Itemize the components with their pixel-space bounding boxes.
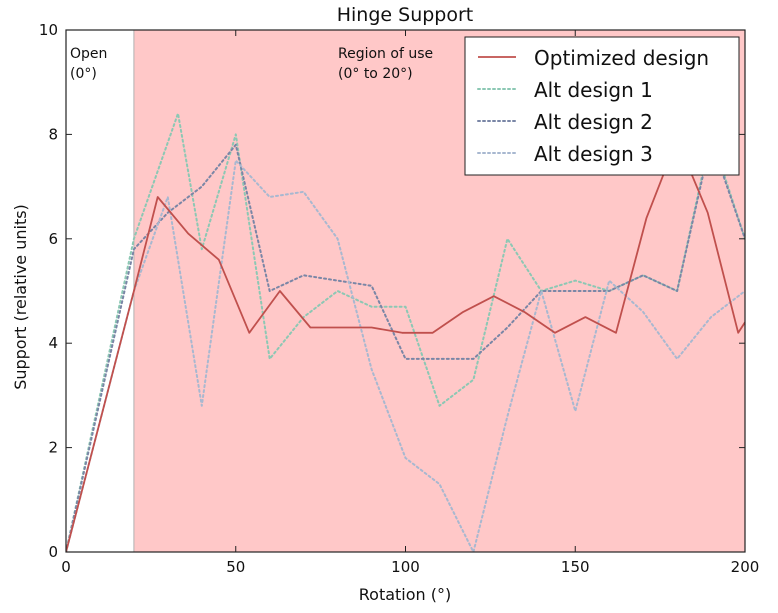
open-annotation-line1: Open: [70, 46, 107, 62]
series-line-3: [66, 138, 745, 552]
x-tick-label: 0: [61, 558, 71, 576]
y-axis-ticks: 0 2 4 6 8 10: [39, 21, 745, 561]
legend: Optimized design Alt design 1 Alt design 2…: [464, 36, 740, 176]
legend-box: [464, 36, 740, 176]
series-line-1: [66, 138, 745, 552]
legend-label-3: Alt design 2: [534, 110, 653, 134]
legend-label-4: Alt design 3: [534, 142, 653, 166]
region-annotation-line1: Region of use: [338, 46, 433, 62]
x-axis-ticks: 0 50 100 150 200: [61, 30, 759, 576]
series-line-4: [66, 159, 745, 552]
chart-title: Hinge Support: [337, 4, 474, 26]
y-tick-label: 8: [48, 125, 58, 143]
y-tick-label: 6: [48, 230, 58, 248]
y-axis-label: Support (relative units): [11, 204, 30, 390]
legend-label-2: Alt design 1: [534, 78, 653, 102]
y-tick-label: 10: [39, 21, 58, 39]
x-tick-label: 100: [391, 558, 420, 576]
region-annotation-line2: (0° to 20°): [338, 66, 413, 82]
y-tick-label: 2: [48, 439, 58, 457]
open-annotation-line2: (0°): [70, 66, 97, 82]
y-tick-label: 0: [48, 543, 58, 561]
x-tick-label: 50: [226, 558, 245, 576]
y-tick-label: 4: [48, 334, 58, 352]
legend-entries: Optimized design Alt design 1 Alt design 2…: [477, 46, 709, 166]
x-axis-label: Rotation (°): [359, 585, 451, 604]
legend-label-1: Optimized design: [534, 46, 709, 70]
x-tick-label: 200: [731, 558, 760, 576]
series-layer: [66, 112, 745, 552]
x-tick-label: 150: [561, 558, 590, 576]
